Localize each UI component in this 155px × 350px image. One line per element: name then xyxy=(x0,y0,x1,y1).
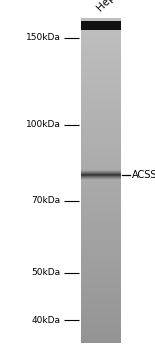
Text: 40kDa: 40kDa xyxy=(31,316,60,325)
Text: 50kDa: 50kDa xyxy=(31,268,60,277)
Text: 150kDa: 150kDa xyxy=(26,33,60,42)
Text: ACSS2: ACSS2 xyxy=(132,170,155,180)
Text: 70kDa: 70kDa xyxy=(31,196,60,205)
Text: HepG2: HepG2 xyxy=(95,0,127,13)
Text: 100kDa: 100kDa xyxy=(26,120,60,129)
